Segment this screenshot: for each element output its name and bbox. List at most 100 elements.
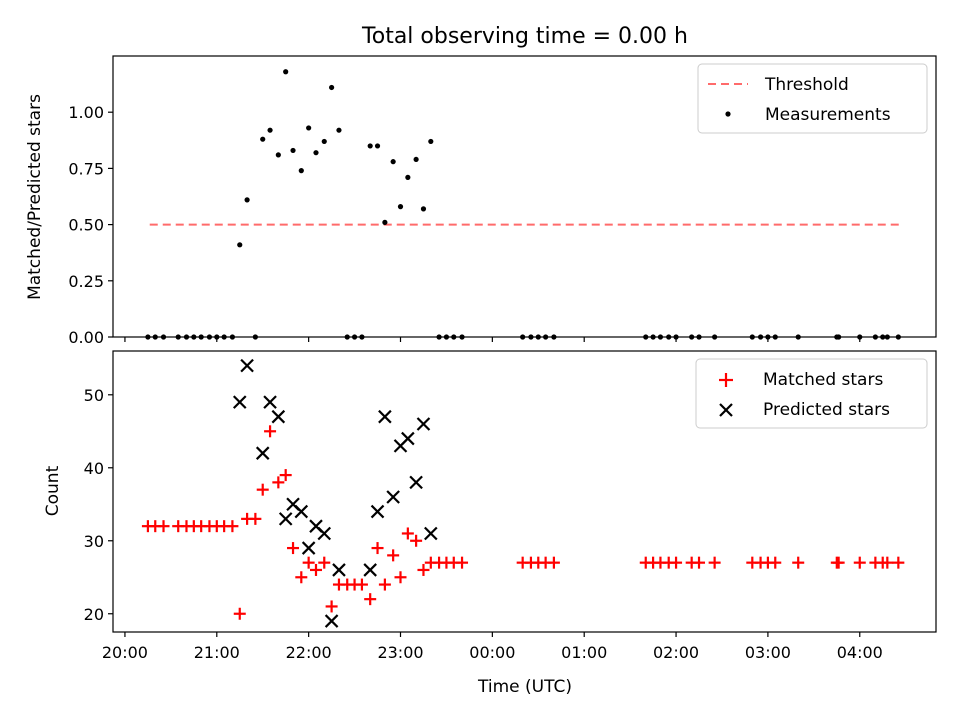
matched-point bbox=[670, 556, 683, 569]
measurement-point bbox=[382, 219, 388, 225]
matched-point bbox=[792, 556, 805, 569]
legend-predicted-label: Predicted stars bbox=[763, 400, 890, 420]
measurement-point bbox=[367, 143, 373, 149]
matched-point bbox=[318, 556, 331, 569]
measurement-point bbox=[321, 138, 327, 145]
top-ytick-label: 0.50 bbox=[68, 216, 104, 235]
matched-point bbox=[387, 549, 400, 562]
legend-matched-swatch bbox=[719, 373, 733, 387]
predicted-point bbox=[278, 512, 293, 526]
predicted-point bbox=[255, 446, 270, 460]
top-ytick-label: 0.25 bbox=[68, 272, 104, 291]
measurement-point bbox=[420, 206, 427, 212]
measurement-point bbox=[275, 152, 281, 158]
measurement-point bbox=[313, 150, 319, 156]
predicted-point bbox=[317, 526, 332, 541]
top-ytick-label: 0.75 bbox=[68, 159, 104, 178]
predicted-point bbox=[301, 541, 316, 555]
figure-title: Total observing time = 0.00 h bbox=[361, 24, 688, 49]
top-ytick-label: 1.00 bbox=[68, 103, 104, 122]
matched-point bbox=[401, 527, 414, 540]
matched-point bbox=[378, 578, 391, 591]
measurement-point bbox=[405, 174, 411, 180]
matched-point bbox=[881, 556, 894, 569]
bottom-xlabel: Time (UTC) bbox=[477, 677, 572, 697]
predicted-point bbox=[378, 409, 392, 424]
predicted-point bbox=[294, 504, 309, 519]
predicted-point bbox=[409, 475, 423, 490]
matched-point bbox=[256, 483, 269, 496]
predicted-points bbox=[232, 358, 438, 628]
predicted-point bbox=[263, 395, 277, 409]
top-legend-box bbox=[697, 63, 928, 134]
matched-point bbox=[371, 542, 384, 555]
legend-matched-label: Matched stars bbox=[763, 370, 883, 390]
matched-point bbox=[547, 556, 560, 569]
matched-point bbox=[226, 520, 239, 533]
measurement-point bbox=[329, 84, 335, 91]
measurement-point bbox=[267, 127, 273, 133]
predicted-point bbox=[363, 563, 377, 577]
matched-point bbox=[233, 607, 246, 620]
matched-point bbox=[769, 556, 782, 569]
bottom-legend-box bbox=[695, 358, 928, 429]
legend-predicted-swatch bbox=[719, 403, 733, 417]
bottom-xtick-label: 00:00 bbox=[469, 643, 515, 662]
predicted-point bbox=[332, 563, 346, 577]
predicted-point bbox=[401, 431, 415, 446]
matched-point bbox=[394, 571, 407, 584]
measurement-point bbox=[283, 69, 289, 75]
bottom-xtick-label: 23:00 bbox=[377, 643, 423, 662]
bottom-xticks: 20:00 21:00 22:00 23:00 00:00 01:00 02:00 03:00… bbox=[102, 632, 883, 662]
measurement-point bbox=[244, 197, 250, 203]
top-panel: Matched/Predicted stars 0.00 0.25 0.50 0.75… bbox=[25, 55, 937, 347]
matched-point bbox=[832, 556, 845, 569]
bottom-xtick-label: 22:00 bbox=[286, 643, 332, 662]
matched-point bbox=[417, 563, 430, 576]
measurement-point bbox=[413, 156, 419, 163]
matched-point bbox=[249, 512, 262, 525]
bottom-xtick-label: 20:00 bbox=[102, 643, 148, 662]
matched-point bbox=[157, 520, 170, 533]
bottom-panel: Count Time (UTC) 20 30 40 50 20:00 21:00 22:0… bbox=[43, 350, 937, 697]
bottom-xtick-label: 04:00 bbox=[837, 643, 883, 662]
bottom-ytick-label: 30 bbox=[84, 532, 104, 551]
matched-points bbox=[141, 425, 905, 620]
top-legend: Threshold Measurements bbox=[697, 63, 928, 134]
matched-point bbox=[264, 425, 277, 438]
bottom-yticks: 20 30 40 50 bbox=[84, 386, 113, 624]
top-ylabel: Matched/Predicted stars bbox=[25, 94, 45, 300]
matched-point bbox=[272, 476, 285, 489]
top-axes-frame bbox=[112, 55, 937, 338]
top-xticks bbox=[124, 337, 861, 342]
matched-point bbox=[309, 563, 322, 576]
predicted-point bbox=[232, 395, 247, 409]
matched-point bbox=[853, 556, 866, 569]
bottom-legend: Matched stars Predicted stars bbox=[695, 358, 928, 429]
measurement-point bbox=[374, 143, 381, 149]
predicted-point bbox=[324, 614, 339, 628]
measurement-point bbox=[428, 138, 434, 145]
measurement-point bbox=[397, 204, 404, 210]
matched-point bbox=[302, 556, 315, 569]
predicted-point bbox=[271, 409, 286, 424]
matched-point bbox=[693, 556, 706, 569]
bottom-xtick-label: 02:00 bbox=[653, 643, 699, 662]
matched-point bbox=[279, 469, 292, 482]
measurement-point bbox=[290, 147, 296, 154]
matched-point bbox=[892, 556, 905, 569]
top-ytick-label: 0.00 bbox=[68, 328, 104, 347]
measurement-point bbox=[336, 127, 342, 133]
predicted-point bbox=[370, 504, 385, 519]
matched-point bbox=[364, 593, 377, 606]
predicted-point bbox=[386, 490, 400, 504]
bottom-axes-frame bbox=[112, 350, 937, 633]
predicted-point bbox=[424, 526, 438, 541]
bottom-ytick-label: 50 bbox=[84, 386, 104, 405]
legend-measurement-swatch bbox=[725, 111, 731, 117]
measurement-point bbox=[237, 242, 243, 248]
legend-measurement-label: Measurements bbox=[765, 105, 891, 125]
matched-point bbox=[708, 556, 721, 569]
matched-point bbox=[456, 556, 469, 569]
